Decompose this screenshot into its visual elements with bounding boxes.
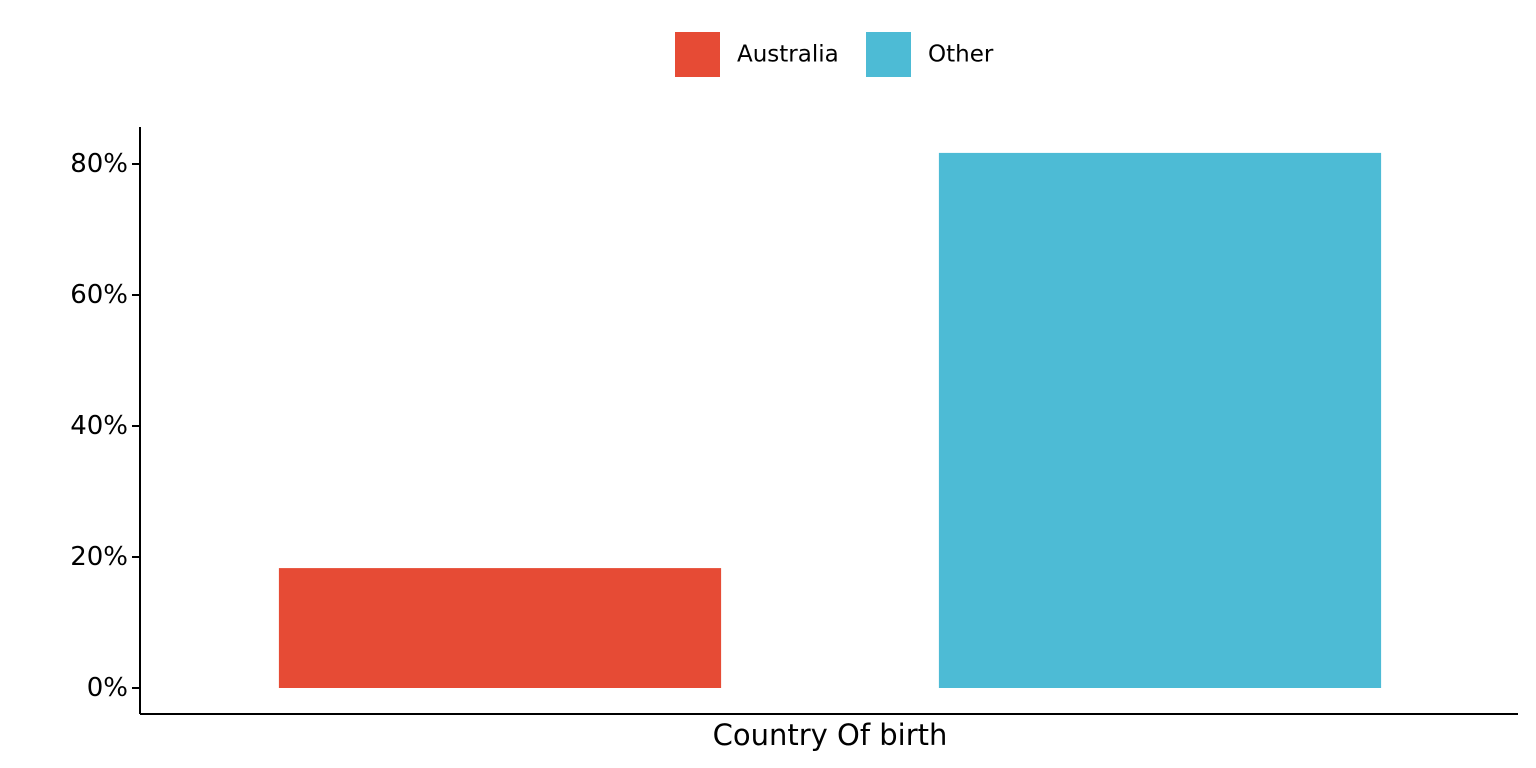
x-axis-title: Country Of birth <box>713 718 948 752</box>
bars <box>278 152 1382 688</box>
legend-label-australia: Australia <box>737 42 839 68</box>
bar-other <box>938 152 1382 688</box>
x-axis: Country Of birth <box>140 713 1518 752</box>
y-tick-label: 60% <box>70 280 128 310</box>
y-tick-label: 80% <box>70 149 128 179</box>
bar-australia <box>278 568 722 688</box>
legend-label-other: Other <box>928 42 994 68</box>
y-axis: 0% 20% 40% 60% 80% <box>70 127 141 714</box>
legend-key-australia <box>675 32 720 77</box>
legend-key-other <box>866 32 911 77</box>
y-tick-label: 40% <box>70 411 128 441</box>
y-tick-label: 0% <box>87 673 128 703</box>
legend: Australia Other <box>675 32 994 77</box>
y-tick-label: 20% <box>70 542 128 572</box>
